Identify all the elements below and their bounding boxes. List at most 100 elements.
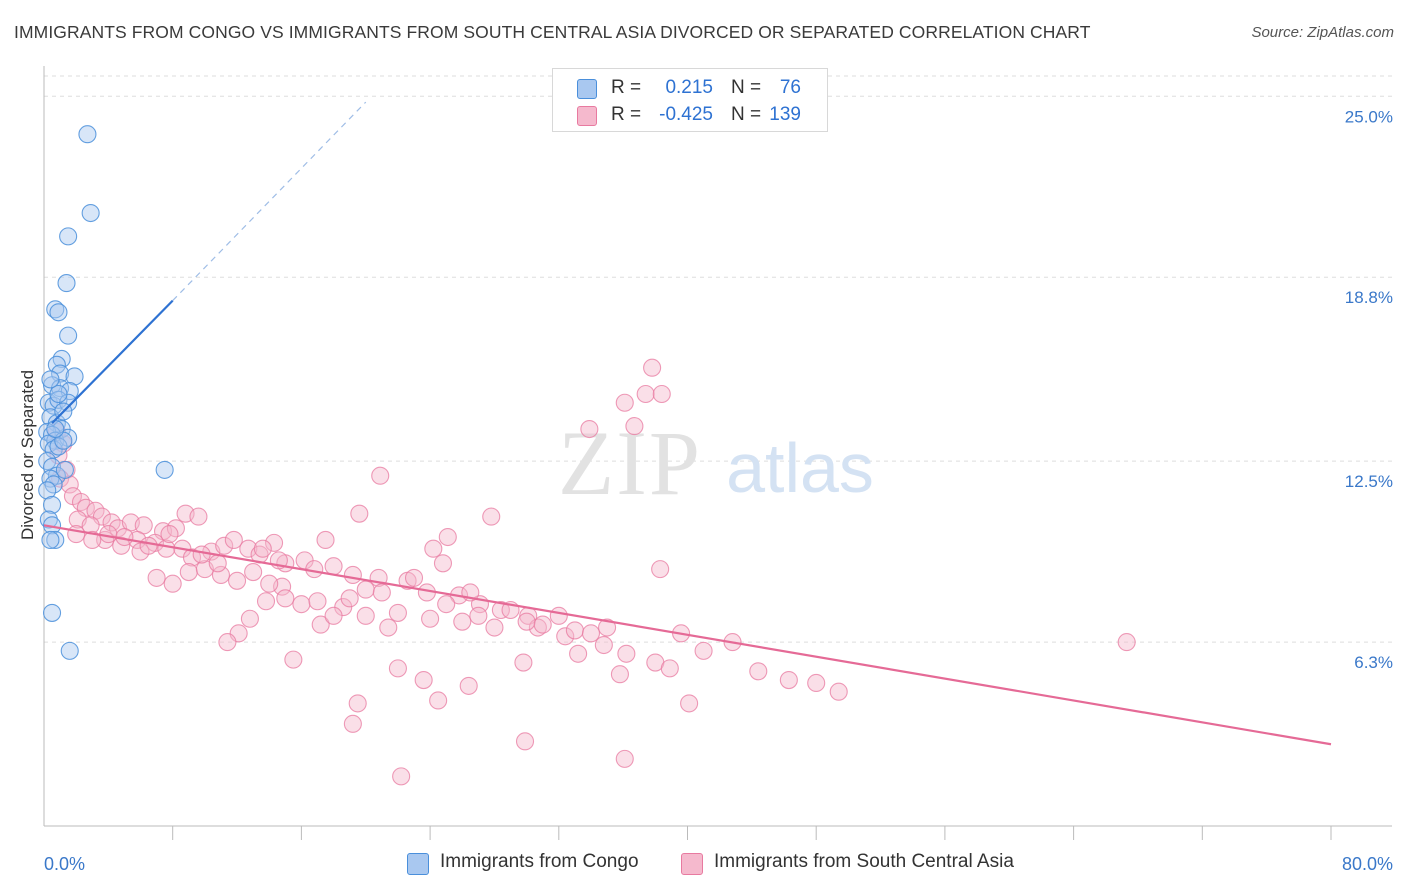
point-congo <box>44 396 63 415</box>
point-south-central-asia <box>218 633 237 652</box>
point-south-central-asia <box>533 615 552 634</box>
legend-swatch-blue <box>577 79 597 99</box>
point-south-central-asia <box>1117 633 1136 652</box>
point-south-central-asia <box>549 606 568 625</box>
point-south-central-asia <box>517 612 536 631</box>
point-south-central-asia <box>625 417 644 436</box>
point-south-central-asia <box>615 393 634 412</box>
point-congo <box>46 530 65 549</box>
point-south-central-asia <box>189 507 208 526</box>
point-congo <box>42 495 62 514</box>
point-south-central-asia <box>528 618 547 637</box>
bottom-legend-congo: Immigrants from Congo <box>440 851 639 872</box>
point-south-central-asia <box>265 533 284 552</box>
point-south-central-asia <box>343 714 362 733</box>
x-tick-label-min: 0.0% <box>44 854 85 874</box>
point-congo <box>55 460 74 479</box>
point-south-central-asia <box>388 603 407 622</box>
point-congo <box>38 481 57 500</box>
point-south-central-asia <box>147 568 166 587</box>
point-south-central-asia <box>179 563 198 582</box>
point-congo <box>46 419 65 439</box>
point-south-central-asia <box>514 653 533 672</box>
point-south-central-asia <box>660 659 679 678</box>
point-south-central-asia <box>636 384 655 404</box>
point-congo <box>60 641 79 660</box>
point-south-central-asia <box>404 568 424 587</box>
point-south-central-asia <box>228 571 247 590</box>
legend-n-label: N = <box>731 104 762 125</box>
point-congo <box>49 303 68 322</box>
point-south-central-asia <box>163 574 182 593</box>
point-south-central-asia <box>208 554 227 573</box>
point-south-central-asia <box>779 671 798 690</box>
point-south-central-asia <box>469 606 488 625</box>
legend-n-value: 76 <box>779 77 801 98</box>
point-south-central-asia <box>372 583 391 602</box>
bottom-legend-south-central-asia: Immigrants from South Central Asia <box>714 851 1014 872</box>
correlation-legend: R = 0.215 N = 76 R = -0.425 N = 139 <box>552 68 828 132</box>
point-south-central-asia <box>192 545 211 564</box>
y-tick-label: 18.8% <box>1345 288 1393 307</box>
point-south-central-asia <box>556 627 575 646</box>
source-label: Source: ZipAtlas.com <box>1251 24 1394 41</box>
point-congo <box>42 516 62 535</box>
bottom-legend-swatch-south-central-asia <box>681 853 703 875</box>
point-congo <box>78 125 97 144</box>
point-south-central-asia <box>157 539 176 558</box>
point-south-central-asia <box>215 536 234 555</box>
point-south-central-asia <box>485 618 504 637</box>
legend-n-value: 139 <box>769 104 801 125</box>
point-south-central-asia <box>324 557 343 576</box>
point-south-central-asia <box>356 580 375 599</box>
legend-row-congo: R = 0.215 N = 76 <box>553 75 827 101</box>
point-south-central-asia <box>284 650 303 669</box>
point-south-central-asia <box>244 563 263 582</box>
point-congo <box>42 603 62 622</box>
point-south-central-asia <box>253 539 272 558</box>
point-south-central-asia <box>453 612 472 631</box>
point-south-central-asia <box>749 662 768 681</box>
point-congo <box>59 227 78 246</box>
point-south-central-asia <box>581 624 601 643</box>
point-south-central-asia <box>292 595 311 614</box>
point-south-central-asia <box>211 565 231 585</box>
point-south-central-asia <box>594 635 613 655</box>
point-south-central-asia <box>580 419 599 439</box>
legend-swatch-pink <box>577 106 597 126</box>
point-congo <box>46 300 65 319</box>
point-congo <box>41 530 60 549</box>
point-south-central-asia <box>565 621 584 640</box>
y-tick-label: 12.5% <box>1345 472 1393 491</box>
point-south-central-asia <box>424 539 443 558</box>
point-south-central-asia <box>392 767 411 786</box>
point-south-central-asia <box>482 507 501 526</box>
series-south-central-asia-points <box>47 358 1136 786</box>
point-south-central-asia <box>429 691 448 710</box>
point-south-central-asia <box>67 525 86 544</box>
point-south-central-asia <box>437 595 456 614</box>
point-congo <box>49 437 68 456</box>
point-south-central-asia <box>160 525 179 544</box>
point-south-central-asia <box>829 682 848 701</box>
series-congo-points <box>38 125 174 660</box>
y-tick-label: 6.3% <box>1354 653 1393 672</box>
point-south-central-asia <box>610 665 629 684</box>
legend-row-south-central-asia: R = -0.425 N = 139 <box>553 102 827 128</box>
trend-lines <box>43 101 1332 746</box>
trend-line-congo-extension <box>172 101 367 302</box>
point-congo <box>39 510 58 529</box>
point-south-central-asia <box>694 641 713 660</box>
point-south-central-asia <box>652 384 671 404</box>
point-south-central-asia <box>680 694 699 713</box>
point-south-central-asia <box>256 592 276 611</box>
point-south-central-asia <box>316 530 335 549</box>
point-south-central-asia <box>459 676 478 695</box>
x-tick-label-max: 80.0% <box>1342 854 1393 874</box>
point-south-central-asia <box>324 606 343 625</box>
point-congo <box>57 274 76 293</box>
point-congo <box>81 203 100 223</box>
legend-r-value: -0.425 <box>659 104 713 125</box>
point-south-central-asia <box>515 732 535 751</box>
